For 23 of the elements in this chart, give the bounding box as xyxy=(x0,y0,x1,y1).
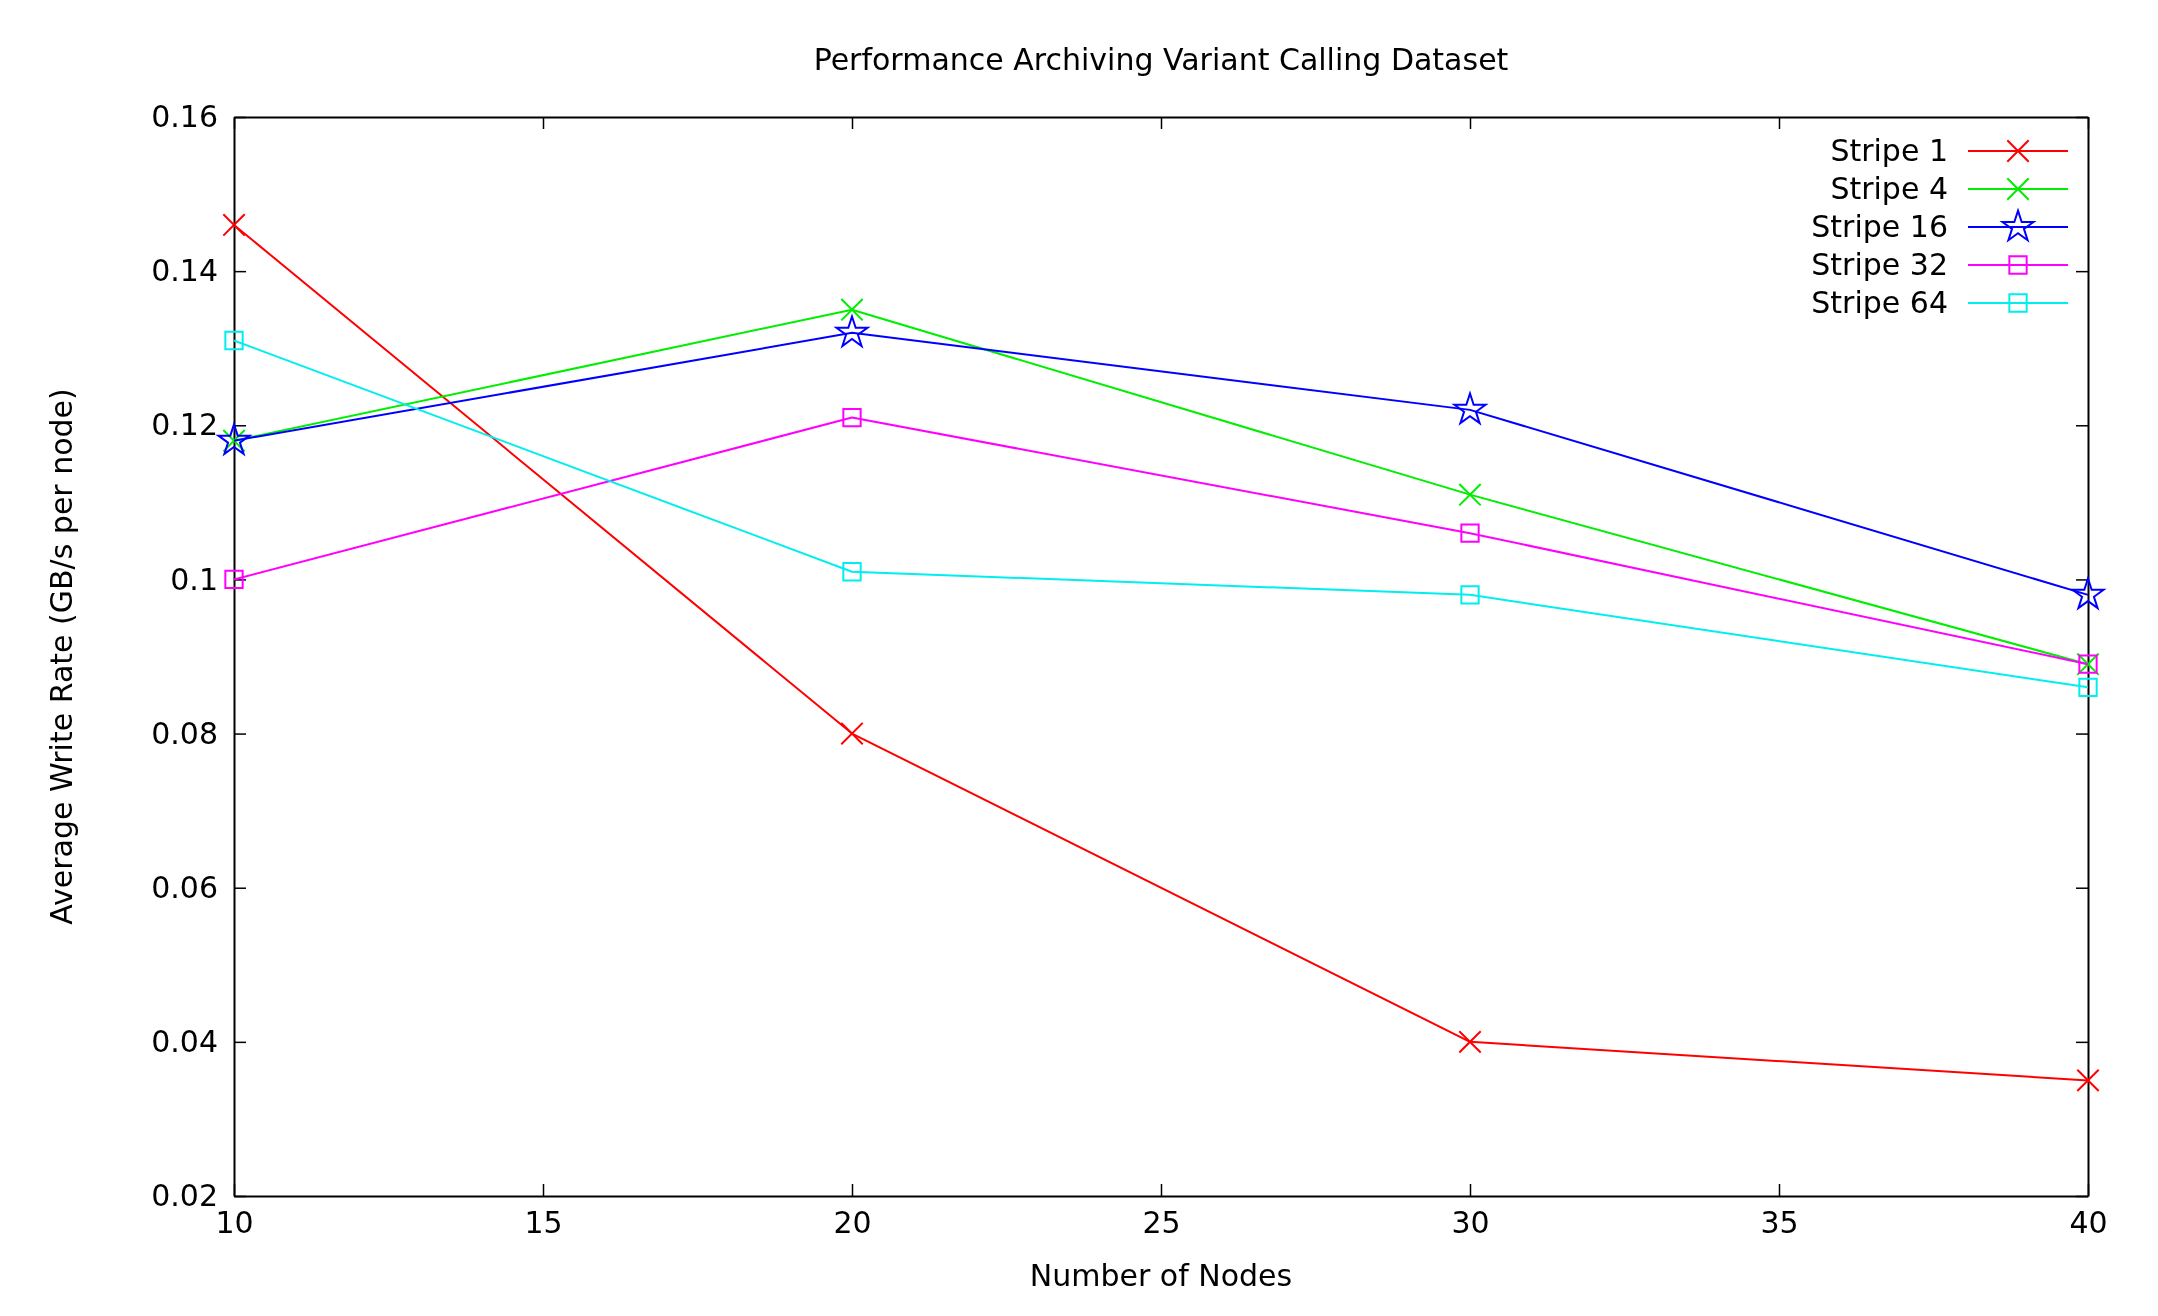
y-tick-label: 0.12 xyxy=(151,407,218,443)
x-tick-label: 20 xyxy=(833,1205,872,1241)
y-axis-title: Average Write Rate (GB/s per node) xyxy=(44,388,79,925)
y-tick-label: 0.16 xyxy=(151,99,218,135)
y-tick-label: 0.14 xyxy=(151,253,218,289)
legend-label: Stripe 1 xyxy=(1830,133,1948,168)
x-axis-title: Number of Nodes xyxy=(1029,1258,1293,1293)
x-tick-label: 35 xyxy=(1760,1205,1799,1241)
y-tick-label: 0.1 xyxy=(170,561,218,597)
y-tick-label: 0.08 xyxy=(151,715,218,751)
x-tick-label: 10 xyxy=(215,1205,254,1241)
legend-label: Stripe 4 xyxy=(1830,171,1948,206)
chart-title: Performance Archiving Variant Calling Dataset xyxy=(813,42,1509,77)
x-tick-label: 15 xyxy=(524,1205,563,1241)
y-tick-label: 0.02 xyxy=(151,1178,218,1214)
x-tick-label: 30 xyxy=(1451,1205,1490,1241)
legend-label: Stripe 16 xyxy=(1811,209,1948,244)
x-tick-label: 40 xyxy=(2069,1205,2108,1241)
y-tick-label: 0.04 xyxy=(151,1023,218,1059)
y-tick-label: 0.06 xyxy=(151,869,218,905)
legend-label: Stripe 64 xyxy=(1811,285,1948,320)
x-tick-label: 25 xyxy=(1142,1205,1181,1241)
legend-label: Stripe 32 xyxy=(1811,247,1948,282)
